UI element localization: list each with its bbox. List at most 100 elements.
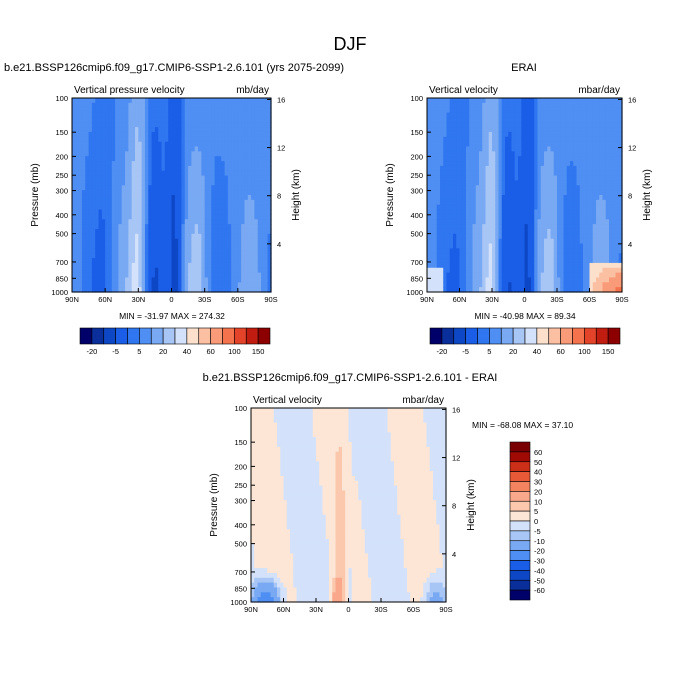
contour-cell [544, 258, 548, 264]
contour-cell [599, 238, 604, 245]
contour-cell [105, 258, 110, 264]
contour-cell [443, 122, 448, 128]
contour-cell [508, 146, 513, 152]
contour-cell [508, 165, 513, 172]
contour-cell [98, 98, 103, 104]
contour-cell [436, 122, 441, 128]
contour-cell [459, 141, 464, 148]
contour-cell [121, 102, 126, 109]
contour-cell [151, 277, 156, 283]
contour-cell [198, 161, 202, 167]
contour-cell [201, 102, 206, 109]
contour-cell [518, 127, 522, 133]
contour-cell [605, 228, 610, 235]
contour-cell [231, 102, 236, 109]
contour-cell [592, 199, 597, 206]
contour-cell [566, 146, 571, 152]
contour-cell [154, 127, 159, 133]
contour-cell [221, 112, 226, 118]
contour-cell [85, 156, 90, 162]
contour-cell [609, 146, 613, 152]
contour-cell [573, 219, 578, 225]
contour-cell [144, 258, 149, 264]
contour-cell [498, 112, 503, 118]
contour-cell [488, 170, 493, 177]
contour-cell [247, 122, 252, 128]
contour-cell [609, 277, 613, 283]
contour-cell [184, 272, 189, 279]
contour-cell [537, 112, 542, 118]
contour-cell [609, 272, 613, 279]
contour-cell [178, 175, 183, 182]
contour-cell [488, 282, 493, 288]
contour-cell [257, 262, 262, 269]
contour-cell [566, 98, 571, 104]
contour-cell [85, 146, 90, 152]
contour-cell [492, 180, 496, 186]
contour-cell [589, 214, 594, 220]
contour-cell [605, 238, 610, 245]
colorbar-label: 20 [159, 347, 167, 356]
contour-cell [98, 238, 103, 245]
contour-cell [573, 117, 578, 123]
contour-cell [237, 238, 242, 245]
contour-cell [108, 102, 113, 109]
contour-cell [171, 195, 176, 201]
contour-cell [599, 209, 604, 215]
contour-cell [557, 131, 561, 138]
contour-cell [573, 161, 578, 167]
contour-cell [440, 146, 444, 152]
contour-cell [234, 107, 239, 114]
contour-cell [164, 141, 169, 148]
contour-cell [72, 272, 76, 279]
contour-cell [164, 175, 169, 182]
contour-cell [534, 161, 539, 167]
contour-cell [81, 165, 86, 172]
contour-cell [579, 209, 584, 215]
contour-cell [111, 209, 116, 215]
contour-cell [231, 277, 236, 283]
contour-cell [241, 180, 246, 186]
contour-cell [247, 248, 252, 254]
contour-cell [261, 117, 265, 123]
contour-cell [505, 175, 509, 182]
contour-cell [560, 141, 565, 148]
contour-cell [237, 199, 242, 206]
contour-cell [573, 204, 578, 211]
contour-cell [547, 282, 552, 288]
contour-cell [131, 98, 136, 104]
contour-cell [191, 185, 196, 191]
contour-cell [138, 228, 143, 235]
contour-cell [456, 282, 461, 288]
contour-cell [234, 195, 239, 201]
contour-cell [244, 107, 249, 114]
contour-cell [583, 204, 587, 211]
contour-cell [430, 136, 435, 143]
contour-cell [198, 136, 202, 143]
contour-cell [485, 127, 490, 133]
contour-cell [521, 272, 526, 279]
contour-cell [111, 98, 116, 104]
contour-cell [436, 209, 441, 215]
contour-cell [563, 228, 568, 235]
contour-cell [586, 156, 591, 162]
contour-cell [589, 165, 594, 172]
contour-cell [570, 258, 574, 264]
contour-cell [158, 141, 163, 148]
contour-cell [586, 267, 591, 274]
contour-cell [174, 248, 179, 254]
contour-cell [547, 165, 552, 172]
contour-cell [261, 258, 265, 264]
contour-cell [231, 204, 236, 211]
contour-cell [148, 228, 153, 235]
contour-cell [440, 195, 444, 201]
contour-cell [472, 195, 477, 201]
contour-cell [430, 233, 435, 240]
contour-cell [118, 233, 123, 240]
contour-cell [254, 199, 259, 206]
contour-cell [583, 165, 587, 172]
contour-cell [105, 117, 110, 123]
colorbar-box [186, 327, 200, 345]
contour-cell [427, 287, 431, 293]
contour-cell [586, 146, 591, 152]
